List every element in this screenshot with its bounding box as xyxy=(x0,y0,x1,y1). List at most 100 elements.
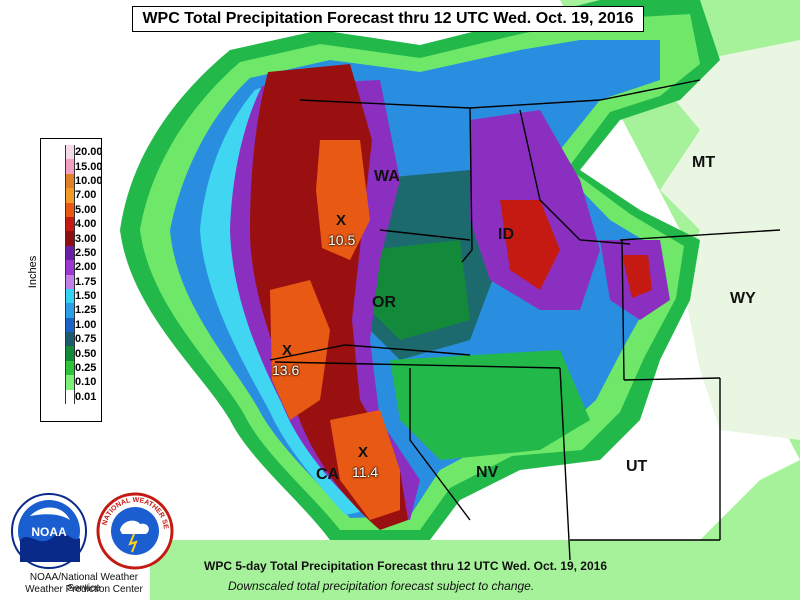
legend-swatch xyxy=(65,216,75,232)
state-label-wy: WY xyxy=(730,290,756,307)
legend-label: 15.00 xyxy=(75,160,103,173)
legend-row: 10.00 xyxy=(65,173,103,189)
or-nv-ca-border xyxy=(274,361,561,369)
or-orange-core xyxy=(270,280,330,420)
ca-orange-core xyxy=(330,410,400,520)
legend-label: 3.00 xyxy=(75,232,97,245)
nevada-green-region xyxy=(390,350,590,460)
legend-swatch xyxy=(65,260,75,275)
wa-id-border xyxy=(461,107,473,263)
legend-label: 1.00 xyxy=(75,318,97,331)
legend-row: 1.75 xyxy=(65,274,99,289)
legend-label: 0.10 xyxy=(75,376,97,389)
wa-north-border xyxy=(299,79,701,109)
legend-swatch xyxy=(65,173,75,189)
legend-swatch xyxy=(65,159,75,174)
legend-label: 1.25 xyxy=(75,304,97,317)
legend-label: 5.00 xyxy=(75,203,97,216)
max-marker-or: X xyxy=(282,342,293,359)
legend-row: 1.25 xyxy=(65,303,99,318)
wa-or-border xyxy=(269,344,471,361)
state-label-mt: MT xyxy=(692,154,716,171)
max-marker-ca: X xyxy=(358,444,369,461)
legend-swatch xyxy=(65,375,75,390)
legend-swatch xyxy=(65,274,75,289)
inland-green-oregon xyxy=(370,240,470,340)
state-label-or: OR xyxy=(372,294,396,311)
legend-row: 1.50 xyxy=(65,288,99,304)
max-marker-wa: X xyxy=(336,212,347,229)
wa-orange-core xyxy=(316,140,370,260)
legend-swatch xyxy=(65,360,75,376)
legend-label: 0.01 xyxy=(75,390,97,403)
legend-row: 4.00 xyxy=(65,216,99,232)
legend-swatch xyxy=(65,188,75,203)
legend-label: 2.00 xyxy=(75,261,97,274)
legend-row: 0.25 xyxy=(65,360,99,376)
legend-label: 20.00 xyxy=(75,146,103,159)
wa-or-east-border xyxy=(379,229,471,241)
legend-row: 5.00 xyxy=(65,202,99,217)
legend-row: 1.00 xyxy=(65,317,99,333)
legend-label: 4.00 xyxy=(75,218,97,231)
max-value-or: 13.6 xyxy=(272,362,300,378)
legend-swatch xyxy=(65,288,75,304)
footer-disclaimer: Downscaled total precipitation forecast … xyxy=(228,579,535,593)
east-white-region xyxy=(650,40,800,440)
center-name: Weather Prediction Center xyxy=(25,584,143,595)
legend-row: 7.00 xyxy=(65,188,99,203)
legend-swatch xyxy=(65,389,75,405)
legend-label: 2.50 xyxy=(75,246,97,259)
max-value-ca: 11.4 xyxy=(352,464,379,480)
state-label-id: ID xyxy=(498,226,514,243)
agency-name: NOAA/National Weather Service xyxy=(29,572,139,594)
state-label-ut: UT xyxy=(626,458,648,475)
legend-row: 0.01 xyxy=(65,389,99,405)
legend-swatch xyxy=(65,245,75,261)
legend-swatch xyxy=(65,303,75,318)
footer-forecast-title: WPC 5-day Total Precipitation Forecast t… xyxy=(204,559,607,573)
nws-logo: NATIONAL WEATHER SERVICE xyxy=(96,492,174,570)
legend-row: 2.00 xyxy=(65,260,99,275)
legend-row: 0.75 xyxy=(65,332,99,347)
legend-label: 0.25 xyxy=(75,362,97,375)
ca-nv-border xyxy=(409,368,471,521)
state-label-nv: NV xyxy=(476,464,499,481)
id-mt-border xyxy=(519,109,631,245)
wy-red-spot xyxy=(622,255,652,298)
legend-unit-label: Inches xyxy=(27,255,40,289)
id-wy-border xyxy=(621,239,625,381)
state-label-wa: WA xyxy=(374,168,400,185)
legend-swatch xyxy=(65,145,75,160)
legend-label: 1.75 xyxy=(75,275,97,288)
legend-label: 0.75 xyxy=(75,333,97,346)
ut-wy-border xyxy=(623,377,721,381)
red-core xyxy=(250,64,408,530)
legend-swatch xyxy=(65,202,75,217)
legend-scale: 20.00 15.00 10.00 7.00 5.00 4.00 3.00 2.50 2.00 1… xyxy=(65,145,103,405)
legend-row: 3.00 xyxy=(65,231,99,246)
svg-text:NOAA: NOAA xyxy=(31,525,67,539)
mt-wy-border xyxy=(619,229,781,241)
legend-row: 0.10 xyxy=(65,375,99,390)
legend-swatch xyxy=(65,317,75,333)
legend-row: 15.00 xyxy=(65,159,103,174)
legend-row: 0.50 xyxy=(65,346,99,361)
legend-label: 0.50 xyxy=(75,347,97,360)
legend-row: 2.50 xyxy=(65,245,99,261)
nv-ut-border xyxy=(559,367,571,561)
precipitation-legend: Inches 20.00 15.00 10.00 7.00 5.00 4.00 3.00 2.… xyxy=(27,138,103,422)
state-boundaries xyxy=(269,79,781,561)
max-value-wa: 10.5 xyxy=(328,232,356,248)
map-title: WPC Total Precipitation Forecast thru 12… xyxy=(132,6,644,32)
legend-label: 1.50 xyxy=(75,290,97,303)
legend-swatch xyxy=(65,346,75,361)
legend-label: 10.00 xyxy=(75,174,103,187)
state-label-ca: CA xyxy=(316,466,340,483)
legend-swatch xyxy=(65,231,75,246)
noaa-logo: NOAA xyxy=(11,493,87,569)
idaho-red-spot xyxy=(500,200,560,290)
legend-label: 7.00 xyxy=(75,189,97,202)
legend-swatch xyxy=(65,332,75,347)
